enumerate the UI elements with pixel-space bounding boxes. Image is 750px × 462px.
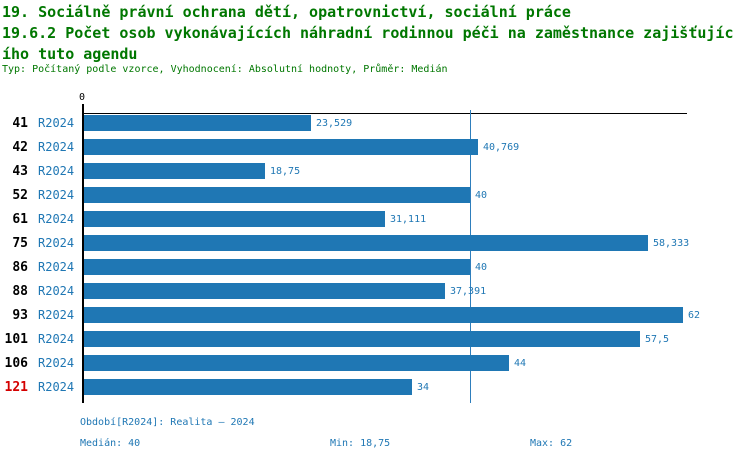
y-axis-line (82, 104, 84, 403)
footer-period: Období[R2024]: Realita – 2024 (80, 417, 255, 428)
series-label: R2024 (38, 356, 75, 370)
series-label: R2024 (38, 188, 75, 202)
series-label: R2024 (38, 260, 75, 274)
median-reference-line (470, 110, 471, 403)
bar (84, 355, 509, 371)
category-label: 86 (12, 260, 28, 275)
series-label: R2024 (38, 284, 75, 298)
value-label: 34 (417, 382, 430, 393)
value-label: 31,111 (390, 214, 427, 225)
category-label: 41 (12, 116, 28, 131)
category-label: 93 (12, 308, 28, 323)
footer-median: Medián: 40 (80, 438, 141, 449)
category-label: 42 (12, 140, 28, 155)
category-label: 106 (4, 356, 28, 371)
bar (84, 307, 683, 323)
bar (84, 187, 470, 203)
series-label: R2024 (38, 380, 75, 394)
footer-max: Max: 62 (530, 438, 573, 449)
series-label: R2024 (38, 236, 75, 250)
series-label: R2024 (38, 212, 75, 226)
chart-meta-info: Typ: Počítaný podle vzorce, Vyhodnocení:… (2, 64, 448, 75)
footer-min: Min: 18,75 (330, 438, 391, 449)
series-label: R2024 (38, 332, 75, 346)
bar (84, 139, 478, 155)
series-label: R2024 (38, 164, 75, 178)
value-label: 40,769 (483, 142, 520, 153)
value-label: 58,333 (653, 238, 690, 249)
chart-subtitle-line1: 19.6.2 Počet osob vykonávajících náhradn… (2, 24, 734, 42)
category-label: 43 (12, 164, 28, 179)
series-label: R2024 (38, 308, 75, 322)
x-axis-line (82, 113, 687, 114)
bar (84, 283, 445, 299)
bar (84, 331, 640, 347)
category-label: 75 (12, 236, 28, 251)
value-label: 57,5 (645, 334, 670, 345)
value-label: 18,75 (270, 166, 301, 177)
category-label: 61 (12, 212, 28, 227)
category-label: 121 (4, 380, 28, 395)
page-title: 19. Sociálně právní ochrana dětí, opatro… (2, 3, 571, 21)
value-label: 44 (514, 358, 527, 369)
bar (84, 163, 265, 179)
category-label: 52 (12, 188, 28, 203)
category-label: 88 (12, 284, 28, 299)
bar (84, 235, 648, 251)
value-label: 23,529 (316, 118, 353, 129)
bar (84, 379, 412, 395)
series-label: R2024 (38, 140, 75, 154)
bar (84, 115, 311, 131)
value-label: 40 (475, 262, 488, 273)
bar (84, 211, 385, 227)
category-label: 101 (4, 332, 28, 347)
chart-subtitle-line2: ího tuto agendu (2, 45, 138, 63)
value-label: 62 (688, 310, 701, 321)
axis-origin-label: 0 (78, 92, 86, 103)
value-label: 37,391 (450, 286, 487, 297)
series-label: R2024 (38, 116, 75, 130)
value-label: 40 (475, 190, 488, 201)
bar (84, 259, 470, 275)
